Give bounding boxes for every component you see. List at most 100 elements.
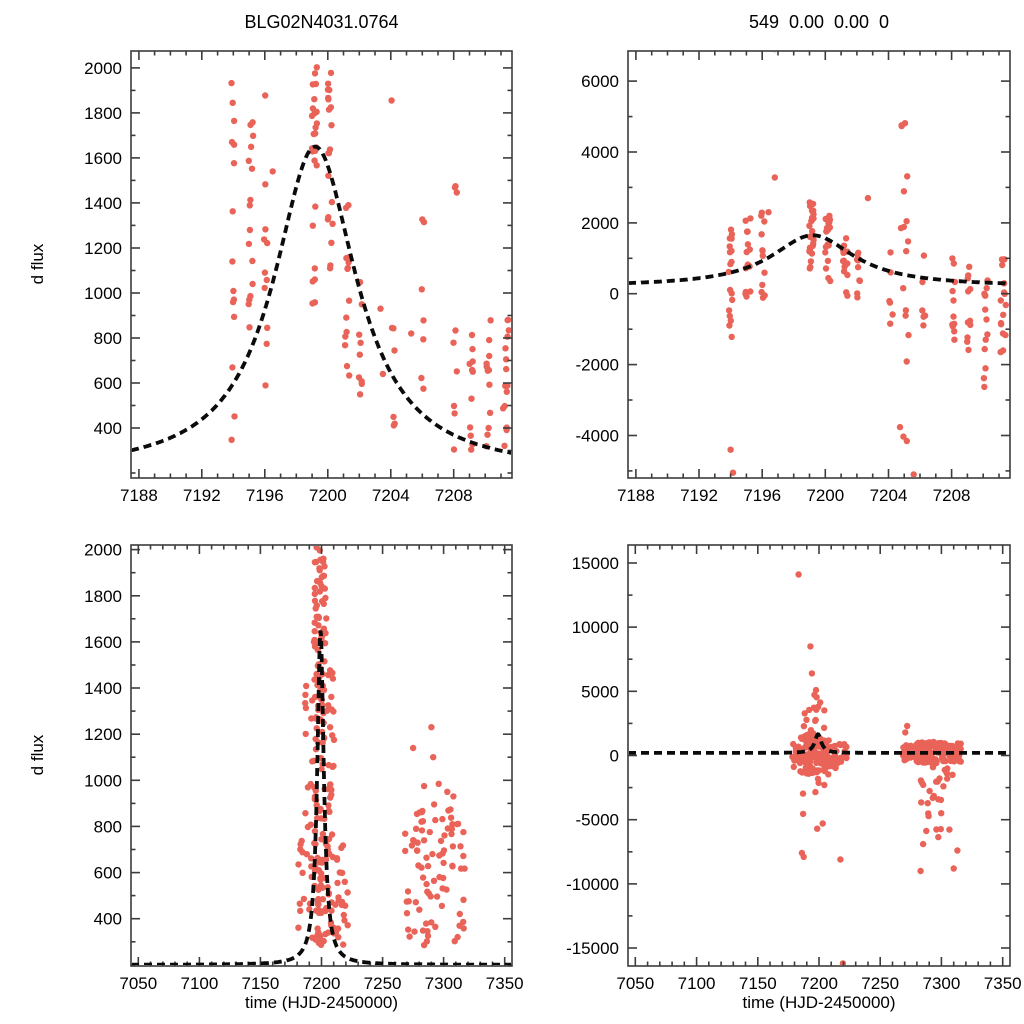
scatter-point [245, 240, 253, 248]
scatter-point [430, 877, 438, 884]
scatter-point [790, 740, 797, 748]
x-tick-label: 7350 [984, 974, 1022, 993]
scatter-point [416, 906, 423, 913]
scatter-point [312, 605, 319, 612]
scatter-point [324, 86, 332, 93]
scatter-point [261, 284, 268, 292]
scatter-point [820, 724, 828, 731]
scatter-point [902, 729, 909, 736]
scatter-point [864, 194, 872, 202]
scatter-point [836, 741, 844, 748]
x-tick-label: 7250 [364, 974, 402, 993]
scatter-point [815, 750, 822, 757]
scatter-point [808, 670, 816, 677]
scatter-point [951, 336, 958, 343]
scatter-point [807, 233, 815, 240]
scatter-point [813, 706, 820, 713]
scatter-point [438, 902, 446, 910]
scatter-point [342, 204, 350, 211]
scatter-point [249, 132, 257, 139]
scatter-point [320, 600, 327, 608]
scatter-point [325, 807, 332, 814]
scatter-point [1000, 311, 1007, 318]
scatter-point [903, 358, 910, 365]
scatter-point [249, 119, 256, 126]
scatter-point [920, 322, 927, 329]
scatter-point [436, 852, 443, 859]
scatter-point [943, 769, 950, 776]
scatter-point [937, 796, 945, 804]
scatter-point [340, 911, 347, 919]
scatter-point [900, 223, 908, 231]
scatter-point [391, 347, 398, 354]
scatter-point [325, 802, 332, 809]
x-tick-label: 7196 [246, 486, 284, 505]
scatter-point [249, 257, 256, 265]
scatter-point [432, 816, 439, 824]
scatter-point [343, 328, 350, 336]
scatter-point [454, 933, 461, 941]
scatter-point [840, 257, 847, 264]
scatter-point [317, 875, 324, 882]
scatter-point [920, 313, 927, 320]
scatter-point [325, 929, 332, 936]
scatter-point [412, 825, 420, 832]
scatter-point [896, 423, 904, 431]
scatter-point [903, 754, 910, 762]
scatter-point [377, 305, 384, 312]
y-tick-label: 600 [94, 374, 122, 393]
scatter-layer [789, 571, 964, 965]
scatter-point [318, 765, 325, 773]
scatter-point [504, 333, 511, 340]
scatter-point [430, 801, 438, 808]
scatter-point [837, 856, 844, 863]
scatter-point [924, 800, 931, 807]
x-tick-label: 7050 [616, 974, 654, 993]
scatter-point [946, 826, 953, 833]
scatter-point [249, 280, 256, 288]
scatter-point [725, 268, 732, 276]
scatter-point [826, 216, 834, 223]
scatter-point [326, 724, 334, 731]
scatter-point [318, 583, 325, 590]
scatter-point [325, 761, 332, 769]
scatter-point [345, 297, 353, 304]
scatter-point [486, 336, 493, 344]
scatter-point [420, 837, 428, 844]
scatter-point [299, 869, 306, 876]
scatter-point [311, 636, 318, 644]
scatter-point [414, 847, 421, 854]
scatter-point [501, 442, 508, 449]
x-tick-label: 7050 [119, 974, 157, 993]
scatter-point [334, 925, 342, 932]
scatter-point [230, 296, 238, 303]
scatter-point [920, 252, 928, 259]
scatter-point [297, 907, 304, 915]
scatter-point [825, 737, 832, 744]
scatter-point [336, 869, 343, 876]
scatter-layer [295, 546, 468, 949]
x-tick-label: 7150 [739, 974, 777, 993]
x-tick-label: 7192 [183, 486, 221, 505]
scatter-point [437, 837, 445, 845]
scatter-point [949, 287, 956, 295]
scatter-point [809, 228, 816, 235]
scatter-point [903, 437, 910, 445]
scatter-point [390, 413, 397, 421]
scatter-point [923, 744, 930, 751]
scatter-point [324, 216, 332, 223]
scatter-point [309, 148, 316, 155]
scatter-layer [228, 64, 511, 453]
scatter-point [951, 328, 958, 335]
x-tick-label: 7350 [486, 974, 524, 993]
scatter-point [311, 157, 318, 164]
scatter-point [418, 808, 425, 816]
scatter-point [404, 888, 412, 895]
scatter-point [904, 722, 911, 730]
scatter-point [311, 597, 319, 604]
scatter-point [229, 208, 236, 215]
scatter-point [322, 594, 329, 602]
scatter-point [341, 342, 349, 349]
scatter-point [842, 235, 850, 242]
scatter-point [808, 214, 816, 222]
